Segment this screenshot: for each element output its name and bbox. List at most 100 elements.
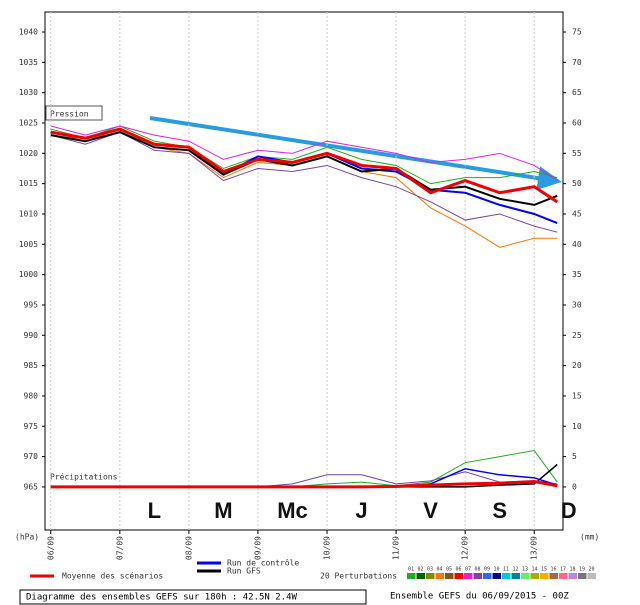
perturbation-number: 04	[436, 567, 442, 573]
x-tick-label: 07/09	[115, 536, 124, 560]
day-label: Mc	[277, 498, 308, 523]
perturbation-number: 13	[522, 567, 528, 573]
y-tick-label: 1015	[19, 179, 38, 188]
precip-line	[50, 449, 558, 488]
perturbation-number: 03	[427, 567, 433, 573]
perturbation-swatch	[464, 573, 473, 579]
perturbation-swatch	[473, 573, 482, 579]
perturbation-number: 06	[455, 567, 461, 573]
y-tick-label: 1030	[19, 88, 38, 97]
day-label: L	[148, 498, 161, 523]
footer-right: Ensemble GEFS du 06/09/2015 - 00Z	[390, 592, 569, 602]
day-label: J	[355, 498, 367, 523]
y2-tick-label: 25	[572, 331, 582, 340]
y-tick-label: 965	[24, 482, 39, 491]
plot-frame	[44, 11, 564, 531]
x-tick-label: 06/09	[46, 536, 55, 560]
y2-tick-label: 45	[572, 209, 582, 218]
y-tick-label: 1020	[19, 149, 38, 158]
pressure-line	[50, 131, 558, 206]
legend-label: Run de contrôle	[227, 558, 299, 568]
perturbation-swatch	[502, 573, 511, 579]
perturbation-number: 17	[560, 567, 566, 573]
pressure-line	[50, 125, 558, 182]
perturbation-swatch	[559, 573, 568, 579]
day-label: S	[492, 498, 507, 523]
perturbation-number: 01	[408, 567, 414, 573]
y2-tick-label: 55	[572, 149, 582, 158]
y2-unit: (mm)	[580, 533, 599, 542]
perturbation-number: 20	[588, 567, 594, 573]
x-tick-label: 09/09	[253, 536, 262, 560]
y2-tick-label: 10	[572, 422, 582, 431]
x-tick-label: 11/09	[392, 536, 401, 560]
y-tick-label: 1025	[19, 119, 38, 128]
y-tick-label: 980	[24, 391, 39, 400]
pressure-line	[50, 131, 558, 233]
y2-tick-label: 15	[572, 391, 582, 400]
y-tick-label: 1010	[19, 209, 38, 218]
perturbation-number: 18	[569, 567, 575, 573]
perturbation-swatch	[445, 573, 454, 579]
day-label: M	[214, 498, 232, 523]
perturbation-swatch	[568, 573, 577, 579]
perturbation-number: 09	[484, 567, 490, 573]
precip-line	[50, 479, 558, 489]
perturbation-swatch	[549, 573, 558, 579]
footer-left: Diagramme des ensembles GEFS sur 180h : …	[26, 593, 298, 603]
y-tick-label: 970	[24, 452, 39, 461]
y2-tick-label: 65	[572, 88, 582, 97]
y2-tick-label: 70	[572, 58, 582, 67]
perturbation-number: 16	[550, 567, 556, 573]
x-tick-label: 13/09	[530, 536, 539, 560]
y-tick-label: 985	[24, 361, 39, 370]
y2-tick-label: 35	[572, 270, 582, 279]
pressure-label-box	[45, 105, 103, 121]
x-tick-label: 10/09	[323, 536, 332, 560]
perturbation-swatch	[483, 573, 492, 579]
y2-tick-label: 5	[572, 452, 577, 461]
perturbation-swatch	[540, 573, 549, 579]
y-tick-label: 995	[24, 300, 39, 309]
legend-label: Moyenne des scénarios	[62, 571, 163, 581]
perturbation-swatch	[426, 573, 435, 579]
trend-arrow	[149, 116, 562, 191]
perturbation-swatch	[454, 573, 463, 579]
perturbation-swatch	[587, 573, 596, 579]
perturbation-number: 07	[465, 567, 471, 573]
y-tick-label: 1005	[19, 240, 38, 249]
y2-tick-label: 0	[572, 482, 577, 491]
perturbation-swatch	[416, 573, 425, 579]
y-unit: (hPa)	[15, 533, 39, 542]
perturbation-number: 08	[474, 567, 480, 573]
perturbation-number: 15	[541, 567, 547, 573]
y2-tick-label: 50	[572, 179, 582, 188]
precip-label: Précipitations	[50, 472, 118, 482]
perturbation-swatch	[530, 573, 539, 579]
pressure-label: Pression	[50, 110, 89, 119]
day-label: D	[561, 498, 577, 523]
perturbation-number: 14	[531, 567, 537, 573]
pressure-line	[50, 127, 559, 204]
perturbation-swatch	[521, 573, 530, 579]
y2-tick-label: 20	[572, 361, 582, 370]
y-tick-label: 1040	[19, 28, 38, 37]
perturbations-title: 20 Perturbations	[320, 572, 397, 581]
pressure-line	[50, 125, 558, 185]
pressure-line	[50, 128, 558, 248]
y-tick-label: 1035	[19, 58, 38, 67]
perturbation-number: 02	[417, 567, 423, 573]
y2-tick-label: 60	[572, 119, 582, 128]
perturbation-swatch	[492, 573, 501, 579]
y-tick-label: 975	[24, 422, 39, 431]
perturbation-swatch	[435, 573, 444, 579]
perturbation-number: 19	[579, 567, 585, 573]
perturbation-swatch	[511, 573, 520, 579]
footer-box	[19, 589, 367, 605]
perturbation-swatch	[407, 573, 416, 579]
y2-tick-label: 40	[572, 240, 582, 249]
y2-tick-label: 75	[572, 28, 582, 37]
y-tick-label: 1000	[19, 270, 38, 279]
perturbation-number: 11	[503, 567, 509, 573]
